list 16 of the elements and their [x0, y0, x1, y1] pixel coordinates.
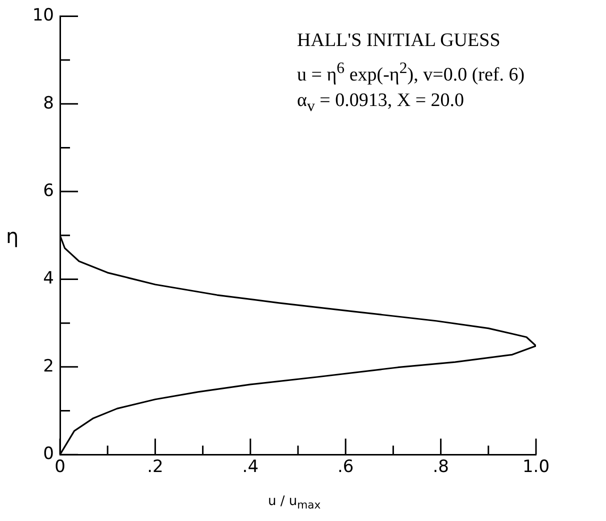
x-tick-label: .4: [242, 457, 259, 478]
annotation: u = η$^{6}$ exp(-η$^{2}$), v=0.0 (ref. 6): [297, 60, 525, 86]
x-axis-title: u / u$_{max}$: [268, 494, 321, 512]
annotation: α$_{v}$ = 0.0913, X = 20.0: [297, 90, 464, 116]
y-tick-label: 4: [43, 268, 54, 289]
y-tick-label: 8: [43, 93, 54, 114]
y-axis-title: η: [6, 224, 19, 248]
y-tick-label: 6: [43, 180, 54, 201]
annotation: HALL'S INITIAL GUESS: [297, 30, 500, 52]
x-tick-label: .6: [337, 457, 354, 478]
x-tick-label: .8: [432, 457, 449, 478]
x-tick-label: 1.0: [522, 457, 550, 478]
x-tick-label: .2: [147, 457, 164, 478]
y-tick-label: 0: [43, 444, 54, 464]
y-tick-label: 10: [32, 6, 54, 26]
y-tick-label: 2: [43, 356, 54, 376]
